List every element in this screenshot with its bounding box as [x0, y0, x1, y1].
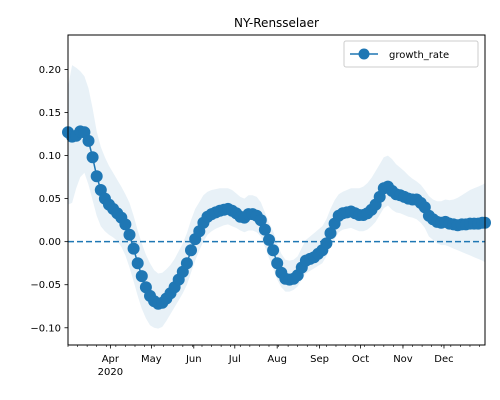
x-tick-label: Nov [393, 354, 413, 365]
x-tick-label: Jun [185, 354, 202, 365]
y-tick-label: −0.10 [30, 323, 61, 334]
y-axis: −0.10 −0.05 0.00 0.05 0.10 0.15 0.20 [30, 65, 68, 334]
y-tick-label: 0.10 [39, 151, 61, 162]
growth-rate-point [131, 257, 144, 270]
legend-swatch-marker [358, 48, 370, 60]
growth-rate-point [263, 233, 275, 246]
x-tick-label: Dec [434, 354, 453, 365]
legend: growth_rate [343, 40, 479, 68]
growth-rate-point [180, 257, 193, 270]
x-tick-label: Jul [228, 354, 241, 365]
growth-rate-points [62, 125, 491, 310]
growth-rate-point [135, 270, 148, 283]
x-tick-label: Apr [102, 354, 120, 365]
legend-label-growth-rate: growth_rate [389, 50, 449, 61]
y-tick-label: 0.05 [39, 194, 61, 205]
growth-rate-point [271, 257, 284, 270]
confidence-band [68, 65, 485, 329]
growth-rate-point [324, 227, 337, 240]
chart-title: NY-Rensselaer [234, 16, 319, 30]
growth-rate-point [320, 237, 333, 250]
x-tick-label: May [141, 354, 162, 365]
x-tick-label: Oct [352, 354, 369, 365]
growth-rate-point [90, 170, 103, 183]
x-axis: Apr May Jun Jul Aug Sep Oct Nov Dec 2020 [67, 345, 480, 378]
growth-rate-point [86, 151, 99, 164]
y-tick-label: 0.00 [39, 237, 61, 248]
growth-rate-point [185, 244, 197, 257]
y-tick-label: 0.15 [39, 108, 61, 119]
x-tick-label: Sep [310, 354, 329, 365]
growth-rate-point [254, 214, 267, 227]
x-tick-label: Aug [267, 354, 287, 365]
growth-rate-point [267, 244, 280, 257]
plot-area [62, 65, 491, 329]
x-year-label: 2020 [98, 367, 123, 378]
growth-rate-point [82, 134, 95, 147]
legend-box [343, 40, 479, 68]
growth-rate-point [258, 223, 271, 236]
growth-rate-point [119, 218, 132, 231]
y-tick-label: −0.05 [30, 280, 61, 291]
growth-rate-point [123, 228, 136, 241]
growth-rate-point [127, 242, 140, 255]
y-tick-label: 0.20 [39, 65, 61, 76]
plot-frame [67, 34, 486, 346]
